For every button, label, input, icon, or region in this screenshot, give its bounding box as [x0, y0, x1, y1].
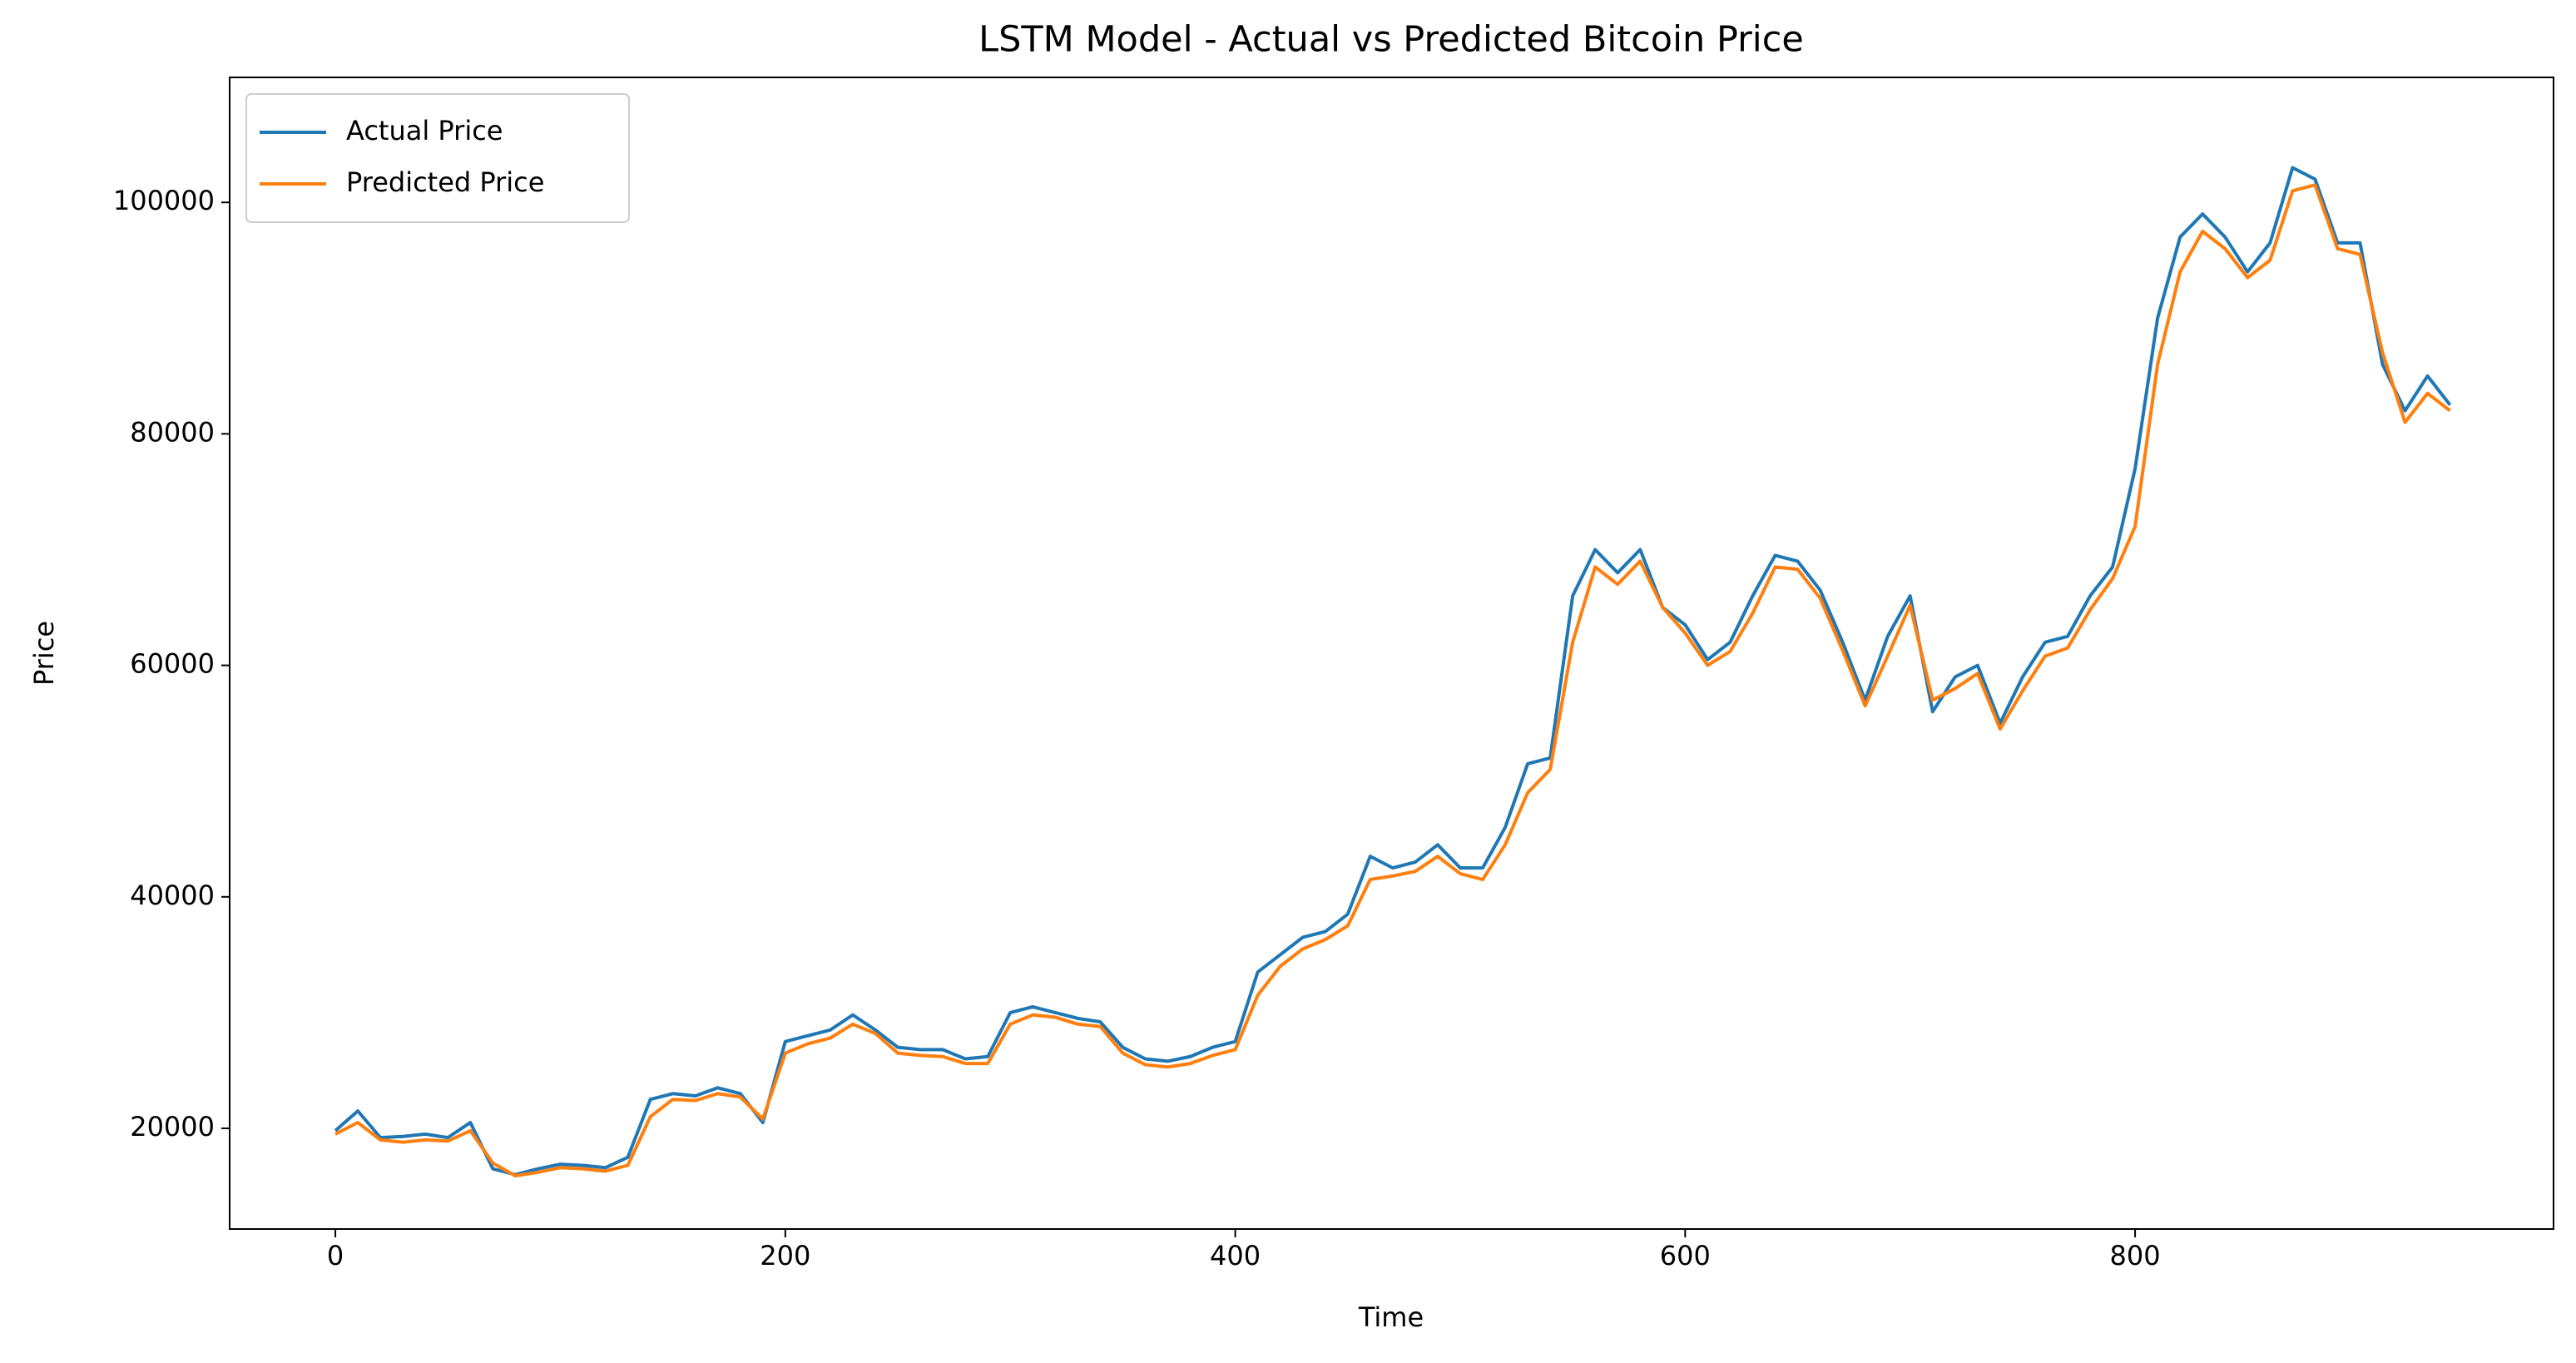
x-tick-label: 600 [1660, 1240, 1711, 1271]
legend-box [245, 93, 630, 223]
x-tick-label: 800 [2110, 1240, 2161, 1271]
y-tick-label: 40000 [130, 880, 215, 911]
x-tick-label: 400 [1210, 1240, 1261, 1271]
y-tick-label: 100000 [113, 185, 215, 216]
y-tick-label: 80000 [130, 416, 215, 448]
x-tick-label: 200 [760, 1240, 810, 1271]
plot-frame [229, 77, 2554, 1230]
y-tick-label: 60000 [130, 648, 215, 680]
legend-label: Actual Price [346, 115, 503, 146]
x-tick-label: 0 [327, 1240, 344, 1271]
y-axis-label: Price [28, 621, 60, 686]
y-tick-label: 20000 [130, 1111, 215, 1142]
legend-label: Predicted Price [346, 166, 544, 198]
x-axis-label: Time [1358, 1301, 1424, 1333]
chart-title: LSTM Model - Actual vs Predicted Bitcoin… [978, 19, 1804, 61]
series-line [334, 183, 2451, 1178]
series-line [334, 166, 2452, 1177]
